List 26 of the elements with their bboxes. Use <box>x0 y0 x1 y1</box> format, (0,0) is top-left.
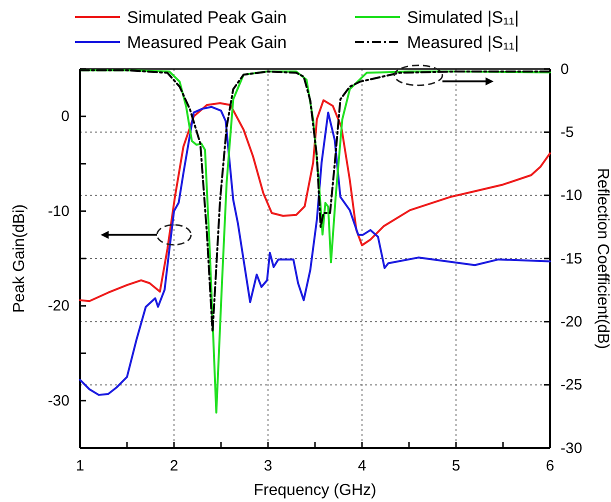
y-tick-label: 0 <box>61 108 70 126</box>
legend-label: Measured Peak Gain <box>127 33 287 52</box>
x-tick-label: 4 <box>358 458 366 474</box>
y2-tick-label: -10 <box>560 187 582 204</box>
y2-tick-label: -5 <box>560 124 574 141</box>
line-series <box>79 106 551 396</box>
x-tick-label: 5 <box>452 458 460 474</box>
y-tick-label: -30 <box>48 392 70 410</box>
y2-tick-label: 0 <box>560 60 569 78</box>
y-axis-title: Peak Gain(dBi) <box>11 204 28 313</box>
y2-tick-label: -30 <box>560 440 582 457</box>
x-tick-label: 6 <box>546 458 554 474</box>
y2-axis-title: Reflection Coefficient(dB) <box>594 168 611 350</box>
y2-tick-label: -25 <box>560 376 582 394</box>
x-tick-label: 2 <box>170 458 178 474</box>
x-axis-title: Frequency (GHz) <box>254 482 376 499</box>
legend-label: Simulated |S₁₁| <box>407 8 519 27</box>
legend-label: Measured |S₁₁| <box>407 33 519 52</box>
x-tick-label: 3 <box>264 458 272 474</box>
y-tick-label: -10 <box>48 202 70 220</box>
line-series <box>79 99 551 302</box>
x-tick-label: 1 <box>76 458 84 474</box>
y2-tick-label: -20 <box>560 313 582 330</box>
y2-tick-label: -15 <box>560 250 582 268</box>
y-tick-label: -20 <box>48 298 70 315</box>
legend-label: Simulated Peak Gain <box>127 8 287 27</box>
